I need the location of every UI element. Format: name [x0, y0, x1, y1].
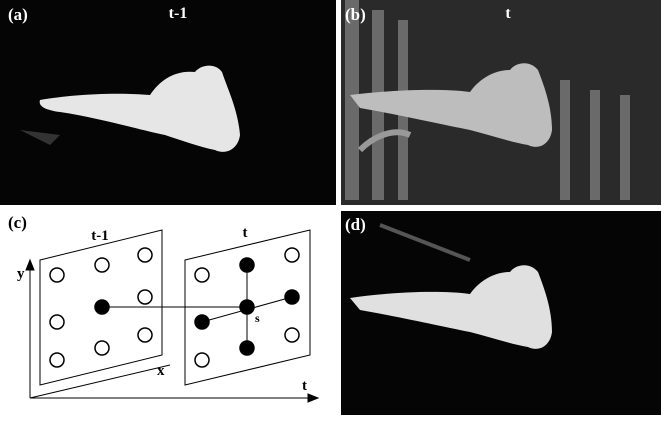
panel-label: (b) — [345, 5, 366, 24]
panel-d: (d) — [341, 211, 661, 415]
panel-label: (a) — [8, 5, 28, 24]
panel-b: (b) t — [341, 0, 661, 205]
arrow — [308, 394, 318, 402]
axis-label: x — [157, 363, 165, 379]
panel-a: (a) t-1 — [0, 0, 336, 205]
axis-label: t — [302, 378, 307, 394]
center-label: s — [255, 311, 260, 325]
axis-label: y — [17, 266, 25, 282]
panel-label: (d) — [345, 215, 366, 234]
arrow — [26, 260, 34, 270]
panel-title: t — [505, 5, 511, 22]
panel-title: t-1 — [169, 5, 188, 22]
panel-c: (c) t-1 t y x t s — [8, 213, 318, 402]
figure: (a) t-1 (b) t (d) — [0, 0, 661, 420]
frame-label: t-1 — [91, 228, 109, 244]
panel-label: (c) — [8, 213, 27, 232]
frame-label: t — [243, 225, 248, 241]
